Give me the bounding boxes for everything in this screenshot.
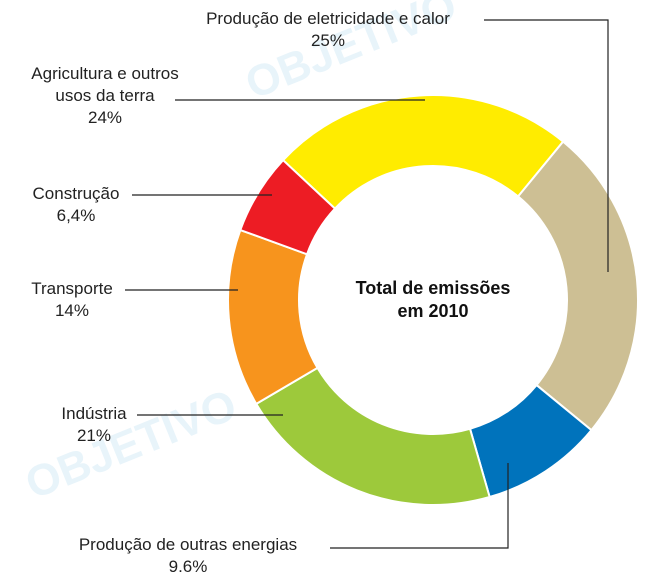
donut-segment bbox=[239, 158, 337, 256]
category-label: Indústria bbox=[61, 404, 127, 423]
segment-label: Indústria 21% bbox=[61, 403, 126, 447]
segment-label: Produção de outras energias 9.6% bbox=[79, 534, 297, 578]
segment-label: Construção 6,4% bbox=[33, 183, 120, 227]
donut-segment bbox=[254, 366, 491, 506]
category-label: Agricultura e outros usos da terra bbox=[31, 64, 179, 105]
value-label: 21% bbox=[76, 426, 112, 445]
category-label: Produção de eletricidade e calor bbox=[206, 9, 450, 28]
category-label: Transporte bbox=[31, 279, 113, 298]
leader-line bbox=[484, 19, 609, 272]
value-label: 6,4% bbox=[56, 206, 96, 225]
value-label: 24% bbox=[87, 108, 123, 127]
segment-label: Transporte 14% bbox=[31, 278, 113, 322]
donut-segment bbox=[281, 94, 565, 211]
segment-label: Agricultura e outros usos da terra 24% bbox=[31, 63, 178, 129]
category-label: Produção de outras energias bbox=[78, 535, 298, 554]
leader-line bbox=[330, 463, 509, 549]
center-title: Total de emissões em 2010 bbox=[355, 278, 511, 321]
value-label: 14% bbox=[54, 301, 90, 320]
value-label: 25% bbox=[310, 31, 346, 50]
value-label: 9.6% bbox=[168, 557, 208, 576]
segment-label: Produção de eletricidade e calor 25% bbox=[206, 8, 450, 52]
category-label: Construção bbox=[32, 184, 120, 203]
